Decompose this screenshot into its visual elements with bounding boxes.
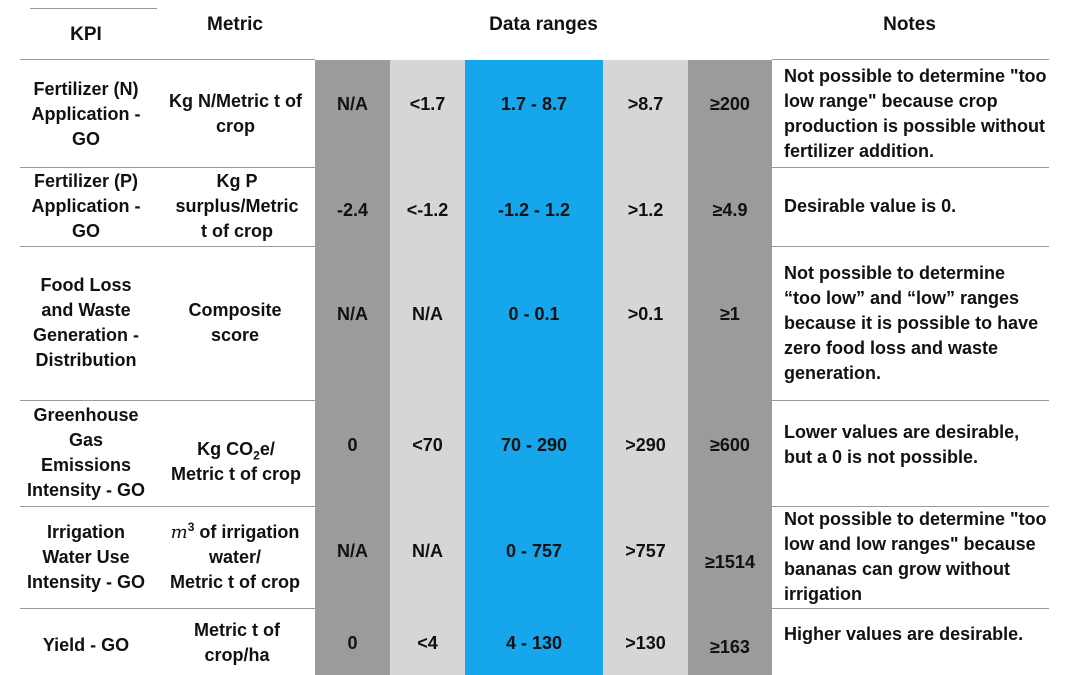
header-notes: Notes [883,14,936,35]
metric-cell: Composite score [188,300,282,345]
range-desirable: 0 - 0.1 [508,303,560,324]
range-band-high [603,60,688,675]
range-band-too-high [688,60,772,675]
row-rule [772,59,1049,60]
range-too-high: ≥1 [720,303,740,324]
range-too-high: ≥200 [710,93,750,114]
row-rule [772,400,1049,401]
metric-cell: Metric t of crop/ha [193,620,280,665]
range-band-too-low [315,60,390,675]
row-rule [20,506,315,507]
range-high: >1.2 [627,199,664,220]
range-high: >130 [625,632,666,653]
range-band-desirable [465,60,603,675]
row-rule [20,59,315,60]
metric-line-2: Metric t of crop [170,464,301,484]
range-too-low: N/A [337,93,368,114]
range-high: >8.7 [627,93,664,114]
note-cell: Not possible to determine "too low and l… [784,509,1047,604]
range-low: <-1.2 [406,199,449,220]
row-rule [772,506,1049,507]
range-low: N/A [412,540,443,561]
metric-line-2: Metric t of crop [169,571,300,592]
kpi-cell: Greenhouse Gas Emissions Intensity - GO [26,405,145,500]
range-desirable: 1.7 - 8.7 [500,93,568,114]
range-desirable: 0 - 757 [505,540,563,561]
row-rule [20,167,315,168]
range-low: <70 [412,434,443,455]
kpi-cell: Fertilizer (P) Application - GO [31,171,141,241]
range-high: >0.1 [627,303,664,324]
header-data-ranges: Data ranges [489,14,598,35]
header-metric: Metric [207,14,263,35]
range-too-low: N/A [337,540,368,561]
note-cell: Higher values are desirable. [784,623,1024,644]
range-too-low: 0 [347,434,358,455]
header-kpi: KPI [70,24,102,45]
range-desirable: 70 - 290 [500,434,568,455]
range-desirable: -1.2 - 1.2 [497,199,571,220]
range-too-high: ≥600 [710,434,750,455]
range-low: N/A [412,303,443,324]
row-rule [772,246,1049,247]
range-low: <1.7 [409,93,446,114]
range-too-high: ≥1514 [705,551,755,572]
kpi-cell: Fertilizer (N) Application - GO [31,78,141,149]
row-rule [20,400,315,401]
metric-cell: m3 of irrigation water/ Metric t of crop [160,507,310,607]
metric-cell: Kg N/Metric t of crop [169,91,302,136]
kpi-cell: Food Loss and Waste Generation - Distrib… [32,275,139,370]
range-too-low: 0 [347,632,358,653]
row-rule [772,167,1049,168]
top-rule [30,8,157,9]
note-cell: Not possible to determine "too low range… [784,66,1047,161]
range-high: >757 [625,540,666,561]
range-too-low: N/A [337,303,368,324]
range-too-high: ≥4.9 [712,199,748,220]
range-high: >290 [625,434,666,455]
note-cell: Lower values are desirable, but a 0 is n… [784,422,1020,467]
metric-cell: Kg P surplus/Metric t of crop [175,171,299,241]
metric-cell: Kg CO2e/ Metric t of crop [162,401,310,523]
kpi-cell: Yield - GO [42,634,130,655]
range-band-low [390,60,465,675]
note-cell: Not possible to determine “too low” and … [784,262,1039,383]
row-rule [20,608,315,609]
range-too-high: ≥163 [710,636,750,657]
metric-line-1: m3 of irrigation water/ [170,519,300,567]
range-low: <4 [417,632,438,653]
row-rule [20,246,315,247]
range-desirable: 4 - 130 [505,632,563,653]
note-cell: Desirable value is 0. [784,196,957,216]
range-too-low: -2.4 [336,199,369,220]
kpi-cell: Irrigation Water Use Intensity - GO [26,521,145,592]
row-rule [772,608,1049,609]
metric-line-1: Kg CO2e/ [197,439,275,463]
